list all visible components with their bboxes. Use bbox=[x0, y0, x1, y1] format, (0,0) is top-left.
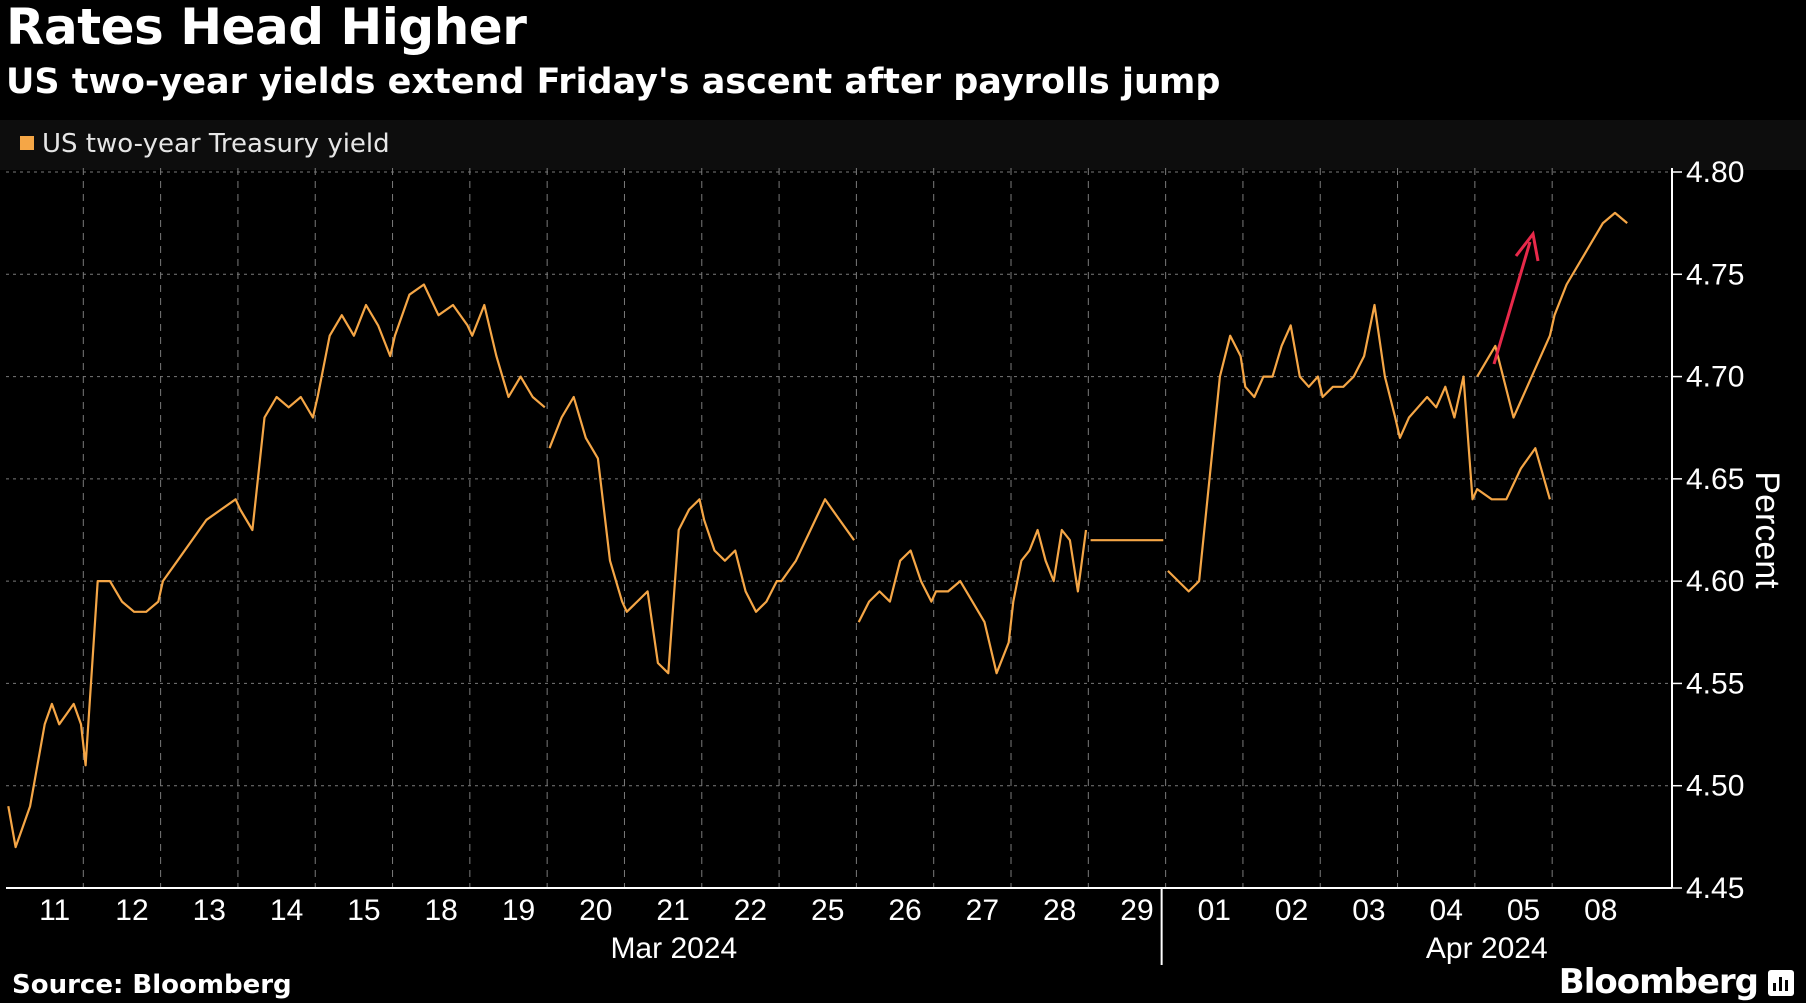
x-tick-label: 14 bbox=[270, 894, 303, 927]
series-line-0 bbox=[548, 395, 855, 675]
annotation-arrow-head bbox=[1514, 230, 1540, 262]
x-tick-label: 01 bbox=[1198, 894, 1231, 927]
x-tick-label: 21 bbox=[656, 894, 689, 927]
grid-lines bbox=[6, 168, 1672, 889]
series-line-0 bbox=[1476, 211, 1628, 419]
source-note: Source: Bloomberg bbox=[12, 970, 292, 1000]
legend-swatch-icon bbox=[20, 136, 34, 150]
x-tick-label: 19 bbox=[502, 894, 535, 927]
x-tick-label: 02 bbox=[1275, 894, 1308, 927]
x-tick-label: 04 bbox=[1430, 894, 1463, 927]
x-tick-label: 29 bbox=[1120, 894, 1153, 927]
annotations bbox=[1492, 230, 1540, 365]
x-tick-label: 11 bbox=[39, 894, 70, 927]
series-lines bbox=[7, 211, 1628, 849]
x-tick-label: 27 bbox=[966, 894, 999, 927]
bloomberg-bars-icon bbox=[1768, 970, 1794, 996]
x-tick-label: 22 bbox=[734, 894, 767, 927]
y-tick-label: 4.65 bbox=[1686, 463, 1744, 496]
legend-label: US two-year Treasury yield bbox=[42, 129, 390, 159]
x-tick-label: 20 bbox=[579, 894, 612, 927]
x-tick-label: 08 bbox=[1584, 894, 1617, 927]
y-tick-label: 4.70 bbox=[1686, 361, 1744, 394]
series-line-0 bbox=[1167, 303, 1551, 593]
month-label: Apr 2024 bbox=[1426, 932, 1548, 965]
brand-logo: Bloomberg bbox=[1558, 962, 1759, 1002]
x-tick-label: 12 bbox=[115, 894, 148, 927]
series-line-0 bbox=[857, 528, 1088, 675]
axes: 4.45 4.50 4.55 4.60 4.65 4.70 4.75 4.80 11 12 13 14… bbox=[6, 156, 1786, 965]
x-tick-label: 03 bbox=[1352, 894, 1385, 927]
y-tick-label: 4.75 bbox=[1686, 258, 1744, 291]
month-label: Mar 2024 bbox=[610, 932, 737, 965]
y-tick-label: 4.50 bbox=[1686, 770, 1744, 803]
x-tick-label: 26 bbox=[888, 894, 921, 927]
chart-subtitle: US two-year yields extend Friday's ascen… bbox=[6, 62, 1221, 102]
annotation-arrow-shaft bbox=[1492, 241, 1532, 365]
x-tick-label: 13 bbox=[193, 894, 226, 927]
x-tick-label: 28 bbox=[1043, 894, 1076, 927]
y-tick-label: 4.60 bbox=[1686, 565, 1744, 598]
x-tick-label: 15 bbox=[347, 894, 380, 927]
y-tick-label: 4.55 bbox=[1686, 667, 1744, 700]
series-line-0 bbox=[7, 283, 546, 849]
y-axis-title: Percent bbox=[1748, 471, 1786, 589]
y-tick-label: 4.45 bbox=[1686, 872, 1744, 905]
x-tick-label: 25 bbox=[811, 894, 844, 927]
y-tick-label: 4.80 bbox=[1686, 156, 1744, 189]
x-tick-label: 05 bbox=[1507, 894, 1540, 927]
legend: US two-year Treasury yield bbox=[0, 120, 1806, 170]
x-tick-label: 18 bbox=[425, 894, 458, 927]
chart-title: Rates Head Higher bbox=[6, 0, 527, 56]
